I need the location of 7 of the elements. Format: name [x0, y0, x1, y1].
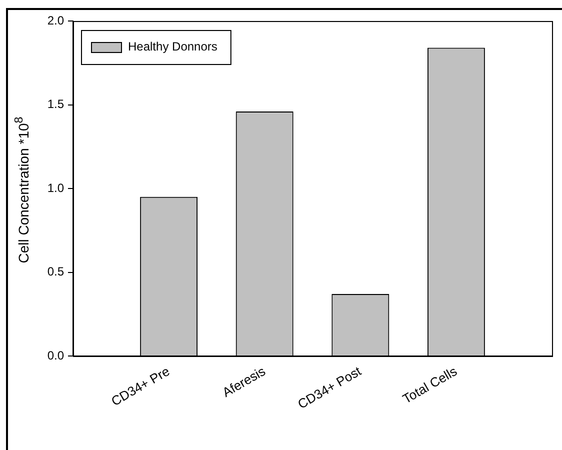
- y-tick-label: 1.0: [47, 180, 64, 195]
- legend-label: Healthy Donnors: [128, 39, 218, 54]
- y-tick-label: 0.5: [47, 264, 64, 279]
- y-tick-label: 2.0: [47, 13, 64, 28]
- x-tick-label: Total Cells: [400, 363, 460, 406]
- y-tick-label: 0.0: [47, 348, 64, 362]
- y-tick-label: 1.5: [47, 97, 64, 112]
